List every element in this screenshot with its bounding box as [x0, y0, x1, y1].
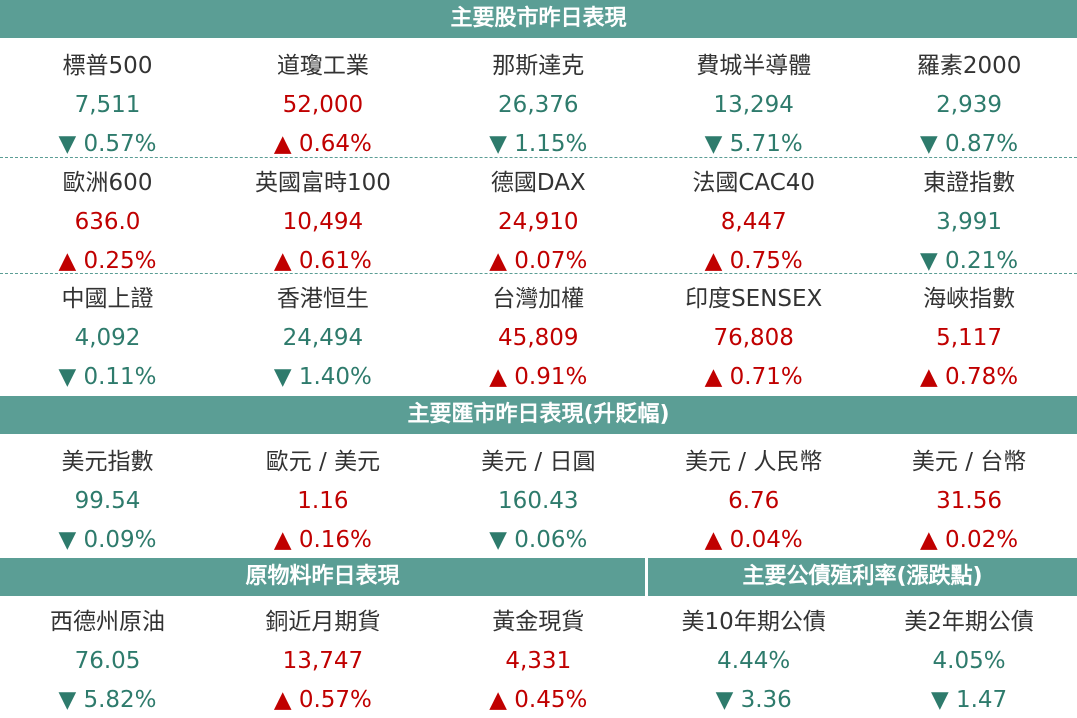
section-header: 原物料昨日表現 [0, 558, 645, 596]
item-change: ▼ 0.09% [58, 527, 157, 553]
item-value: 76,808 [713, 325, 794, 351]
item-value: 31.56 [936, 488, 1003, 514]
item-value: 24,494 [282, 325, 364, 351]
item-name: 美元 / 台幣 [911, 449, 1027, 475]
item-change: ▲ 0.64% [273, 131, 372, 157]
item-value: 13,294 [713, 92, 794, 118]
item-name: 英國富時100 [254, 169, 391, 196]
item-change: ▼ 0.06% [489, 527, 588, 553]
item-value: 2,939 [936, 92, 1003, 118]
item-name: 黃金現貨 [492, 609, 585, 635]
item-change: ▲ 0.75% [704, 247, 803, 274]
item-change: ▲ 0.07% [489, 247, 588, 274]
item-change: ▲ 0.45% [489, 687, 588, 713]
section-header: 主要匯市昨日表現(升貶幅) [0, 396, 1077, 434]
section-header: 主要公債殖利率(漲跌點) [648, 558, 1077, 596]
item-change: ▲ 0.78% [920, 364, 1019, 390]
item-value: 4,331 [505, 648, 572, 674]
item-change: ▼ 0.11% [58, 364, 157, 390]
item-change: ▼ 3.36 [715, 687, 792, 713]
section-header: 主要股市昨日表現 [0, 0, 1077, 38]
row-separator [0, 156, 1077, 158]
item-name: 銅近月期貨 [265, 609, 381, 635]
item-name: 海峽指數 [923, 286, 1016, 312]
item-value: 636.0 [74, 208, 141, 235]
item-change: ▲ 0.02% [920, 527, 1019, 553]
item-value: 52,000 [282, 92, 364, 118]
item-value: 4.44% [717, 648, 791, 674]
item-change: ▼ 1.15% [489, 131, 588, 157]
item-change: ▼ 1.40% [273, 364, 372, 390]
item-change: ▼ 0.21% [920, 247, 1019, 274]
item-name: 美元 / 日圓 [481, 449, 596, 475]
item-value: 3,991 [936, 208, 1003, 235]
item-name: 標普500 [62, 53, 153, 79]
item-name: 美元 / 人民幣 [685, 449, 823, 475]
item-value: 45,809 [498, 325, 579, 351]
item-change: ▲ 0.61% [273, 247, 372, 274]
item-name: 法國CAC40 [692, 169, 816, 196]
item-value: 8,447 [720, 208, 787, 235]
item-value: 10,494 [282, 208, 364, 235]
item-name: 道瓊工業 [276, 53, 369, 79]
item-value: 4.05% [932, 648, 1006, 674]
item-name: 西德州原油 [50, 609, 165, 635]
item-change: ▼ 0.57% [58, 131, 157, 157]
item-change: ▼ 5.82% [58, 687, 157, 713]
item-name: 羅素2000 [916, 53, 1022, 79]
item-value: 99.54 [74, 488, 141, 514]
item-name: 德國DAX [490, 169, 586, 196]
item-change: ▲ 0.71% [704, 364, 803, 390]
item-change: ▼ 0.87% [920, 131, 1019, 157]
item-change: ▼ 1.47 [930, 687, 1008, 713]
item-name: 費城半導體 [696, 53, 812, 79]
item-name: 美元指數 [61, 449, 154, 475]
item-change: ▲ 0.04% [704, 527, 803, 553]
item-name: 美10年期公債 [681, 609, 826, 635]
item-value: 6.76 [728, 488, 780, 514]
item-value: 7,511 [74, 92, 141, 118]
item-name: 歐洲600 [62, 169, 153, 196]
item-name: 美2年期公債 [904, 609, 1034, 635]
item-value: 76.05 [74, 648, 141, 674]
item-value: 4,092 [74, 325, 141, 351]
item-value: 5,117 [936, 325, 1003, 351]
item-change: ▲ 0.16% [273, 527, 372, 553]
item-name: 印度SENSEX [685, 286, 823, 312]
item-name: 歐元 / 美元 [265, 449, 381, 475]
item-name: 東證指數 [923, 169, 1016, 196]
item-change: ▲ 0.91% [489, 364, 588, 390]
item-value: 24,910 [498, 208, 579, 235]
item-name: 中國上證 [61, 286, 154, 312]
item-value: 13,747 [282, 648, 364, 674]
row-separator [0, 273, 1077, 274]
item-value: 26,376 [498, 92, 579, 118]
item-change: ▲ 0.25% [58, 247, 157, 274]
item-value: 1.16 [297, 488, 349, 514]
item-name: 那斯達克 [492, 53, 585, 79]
item-change: ▼ 5.71% [704, 131, 803, 157]
item-change: ▲ 0.57% [273, 687, 372, 713]
item-value: 160.43 [498, 488, 579, 514]
item-name: 香港恒生 [276, 286, 369, 312]
item-name: 台灣加權 [492, 286, 585, 312]
